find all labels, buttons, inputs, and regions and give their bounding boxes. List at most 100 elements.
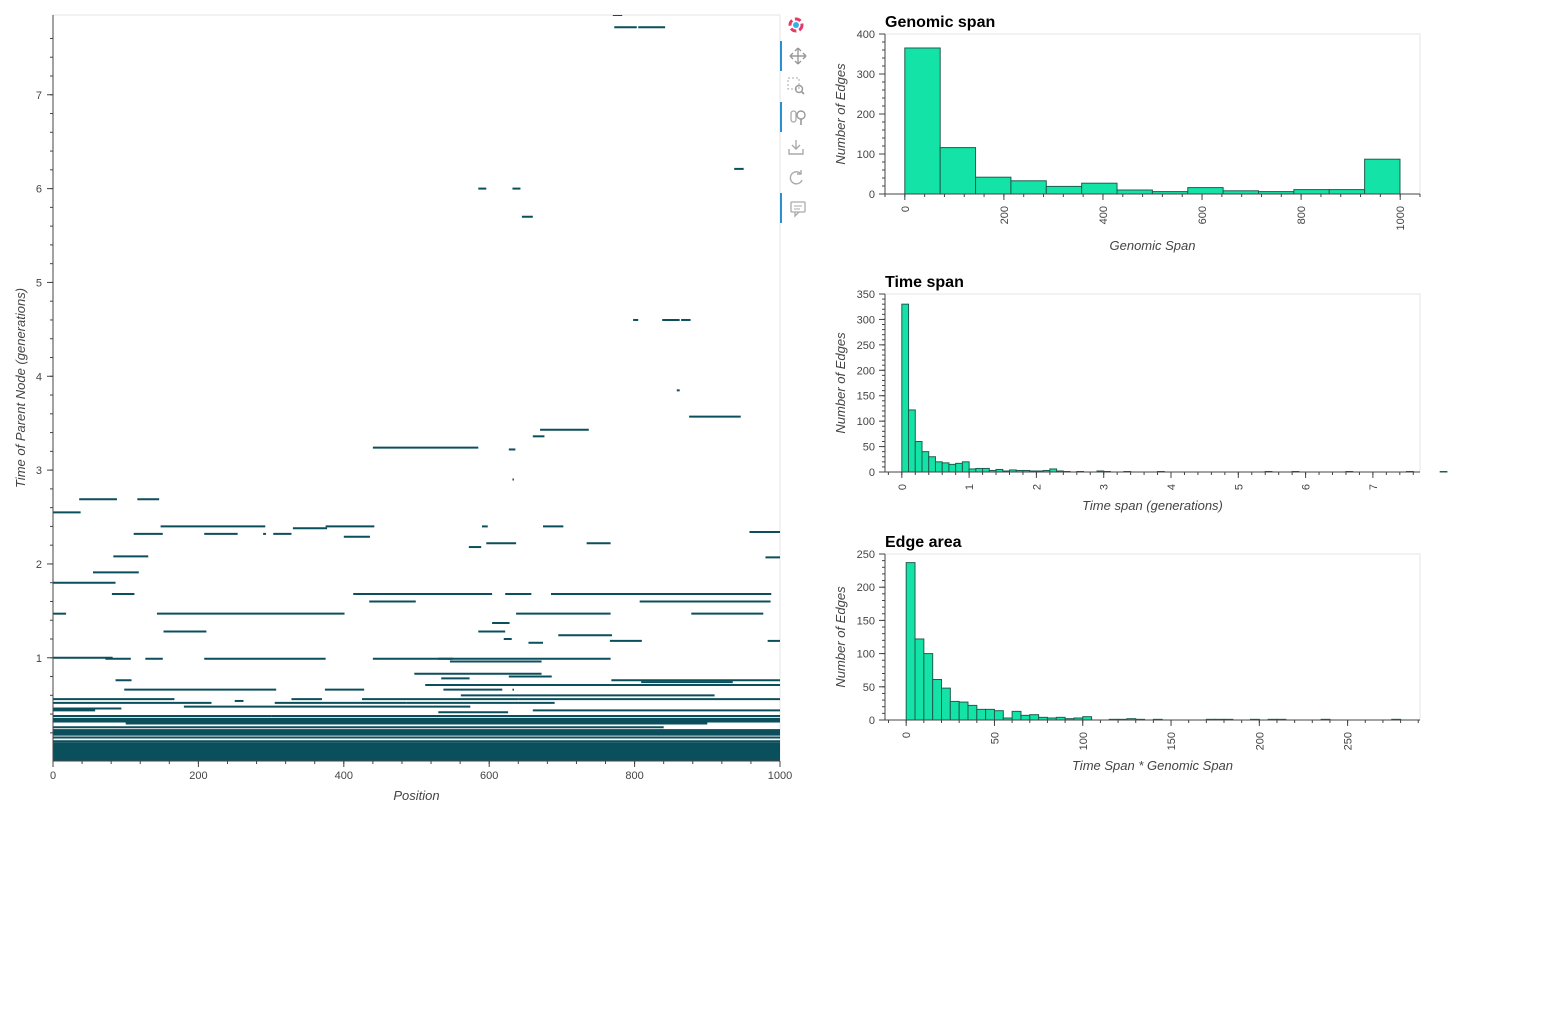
histogram-bar bbox=[976, 708, 987, 721]
histogram-bar bbox=[1293, 189, 1330, 195]
x-tick-label: 1000 bbox=[768, 770, 792, 782]
histogram-bar bbox=[949, 700, 960, 721]
genomic-span-histogram-y-axis-title: Number of Edges bbox=[833, 63, 848, 165]
x-tick-label: 0 bbox=[901, 732, 913, 738]
histogram-bar bbox=[955, 462, 963, 473]
histogram-bar bbox=[1364, 158, 1401, 195]
x-tick-label: 150 bbox=[1166, 732, 1178, 750]
histogram-bar bbox=[932, 678, 943, 721]
bokeh-logo-tool-button bbox=[780, 10, 812, 40]
histogram-bar bbox=[975, 176, 1012, 195]
histogram-bar bbox=[914, 638, 925, 721]
y-tick-label: 150 bbox=[857, 391, 875, 403]
histogram-bar bbox=[982, 467, 990, 473]
x-tick-label: 6 bbox=[1301, 484, 1313, 490]
x-tick-label: 200 bbox=[1254, 732, 1266, 750]
histogram-bar bbox=[993, 710, 1004, 721]
y-tick-label: 1 bbox=[36, 653, 42, 665]
time-span-histogram-x-axis-title: Time span (generations) bbox=[1082, 498, 1223, 513]
histogram-bar bbox=[1020, 714, 1031, 721]
y-tick-label: 300 bbox=[857, 314, 875, 326]
edge-area-histogram-title: Edge area bbox=[885, 534, 962, 551]
histogram-bar bbox=[948, 463, 957, 473]
x-tick-label: 400 bbox=[335, 770, 353, 782]
x-tick-label: 7 bbox=[1368, 484, 1380, 490]
wheel-zoom-icon bbox=[790, 109, 806, 125]
x-tick-label: 0 bbox=[900, 206, 912, 212]
edge-area-histogram[interactable]: Edge area 0 50 100 150 200 250 0 50 100 150 200 250 T… bbox=[833, 534, 1421, 773]
x-tick-label: 1 bbox=[964, 484, 976, 490]
pan-icon bbox=[789, 47, 807, 64]
histogram-bar bbox=[923, 653, 934, 721]
histogram-bar bbox=[1081, 182, 1118, 195]
histogram-bar bbox=[1328, 189, 1366, 195]
y-tick-label: 150 bbox=[857, 615, 875, 627]
histogram-bar bbox=[908, 409, 916, 473]
y-tick-label: 4 bbox=[36, 371, 42, 383]
y-tick-label: 0 bbox=[869, 467, 875, 479]
y-tick-label: 100 bbox=[857, 149, 875, 161]
hover-tool-button[interactable] bbox=[780, 193, 814, 223]
hover-icon bbox=[790, 201, 806, 218]
plot-toolbar bbox=[780, 10, 812, 230]
save-tool-button[interactable] bbox=[780, 132, 812, 162]
bokeh-logo-icon bbox=[788, 17, 804, 33]
y-tick-label: 6 bbox=[36, 184, 42, 196]
histogram-bar bbox=[928, 456, 936, 473]
edges-plot-frame bbox=[52, 14, 781, 762]
histogram-bar bbox=[1011, 710, 1022, 721]
genomic-span-histogram-title: Genomic span bbox=[885, 14, 995, 31]
edges-marks bbox=[53, 15, 780, 761]
y-tick-label: 2 bbox=[36, 559, 42, 571]
x-tick-label: 600 bbox=[480, 770, 498, 782]
pan-tool-button[interactable] bbox=[780, 40, 814, 71]
y-tick-label: 5 bbox=[36, 277, 42, 289]
histogram-bar bbox=[1439, 470, 1448, 473]
x-tick-label: 600 bbox=[1197, 206, 1209, 224]
histogram-bar bbox=[905, 562, 916, 721]
y-tick-label: 200 bbox=[857, 365, 875, 377]
y-tick-label: 3 bbox=[36, 465, 42, 477]
x-axis-title: Position bbox=[393, 788, 439, 803]
time-span-histogram[interactable]: Time span 0 1 2 3 4 5 6 7 0 50 100 150 200 250 300 350 Ti… bbox=[833, 274, 1448, 513]
y-tick-label: 100 bbox=[857, 649, 875, 661]
histogram-bar bbox=[1029, 714, 1040, 721]
histogram-bar bbox=[941, 462, 950, 473]
histogram-bar bbox=[901, 303, 910, 473]
x-tick-label: 800 bbox=[1296, 206, 1308, 224]
x-tick-label: 200 bbox=[999, 206, 1011, 224]
edge-band bbox=[53, 729, 780, 736]
histogram-bar bbox=[914, 440, 923, 473]
y-tick-label: 400 bbox=[857, 29, 875, 41]
histogram-bar bbox=[904, 47, 941, 195]
histogram-bar bbox=[1045, 185, 1083, 195]
histogram-bar bbox=[961, 461, 970, 473]
y-tick-label: 50 bbox=[863, 682, 875, 694]
edges-plot[interactable]: 0 200 400 600 800 1000 1 2 3 4 5 6 7 Position Time of … bbox=[13, 14, 792, 803]
box-zoom-tool-button[interactable] bbox=[780, 71, 812, 101]
y-tick-label: 50 bbox=[863, 442, 875, 454]
save-icon bbox=[788, 140, 804, 155]
x-tick-label: 0 bbox=[897, 484, 909, 490]
y-tick-label: 0 bbox=[869, 189, 875, 201]
genomic-span-histogram-x-axis-title: Genomic Span bbox=[1110, 238, 1196, 253]
y-tick-label: 250 bbox=[857, 549, 875, 561]
genomic-span-histogram[interactable]: Genomic span 0 200 400 600 800 1000 0 100 200 300 4… bbox=[833, 14, 1421, 253]
edge-area-histogram-frame bbox=[884, 553, 1421, 721]
histogram-bar bbox=[1187, 187, 1224, 195]
y-tick-label: 0 bbox=[869, 715, 875, 727]
x-tick-label: 200 bbox=[189, 770, 207, 782]
wheel-zoom-tool-button[interactable] bbox=[780, 101, 814, 132]
x-tick-label: 0 bbox=[50, 770, 56, 782]
y-tick-label: 100 bbox=[857, 416, 875, 428]
x-tick-label: 100 bbox=[1078, 732, 1090, 750]
y-tick-label: 300 bbox=[857, 69, 875, 81]
histogram-bar bbox=[934, 461, 943, 473]
x-tick-label: 2 bbox=[1031, 484, 1043, 490]
reset-tool-button[interactable] bbox=[780, 163, 812, 193]
histogram-bar bbox=[967, 704, 978, 721]
histogram-bar bbox=[1116, 189, 1153, 195]
edge-area-histogram-x-axis-title: Time Span * Genomic Span bbox=[1072, 758, 1233, 773]
histogram-bar bbox=[958, 701, 969, 721]
